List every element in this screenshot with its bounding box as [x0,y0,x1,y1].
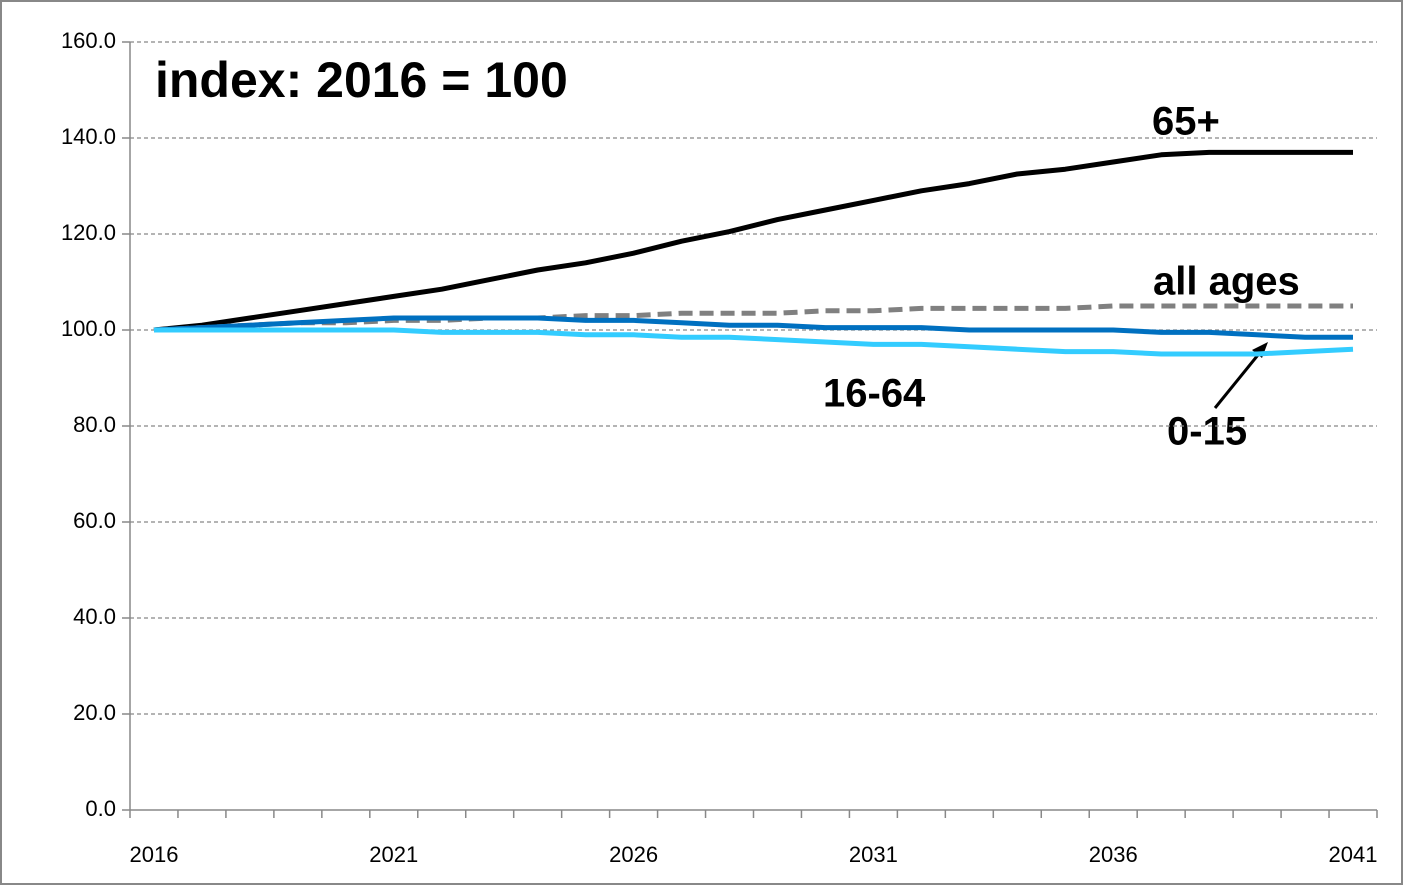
series-label: all ages [1153,260,1300,304]
series-label: 16-64 [823,372,926,416]
y-tick-label: 140.0 [61,124,116,149]
x-tick-label: 2041 [1329,842,1378,867]
series-label: 65+ [1152,100,1220,144]
x-tick-label: 2031 [849,842,898,867]
arrow-head [1252,342,1268,358]
y-tick-label: 80.0 [73,412,116,437]
y-tick-label: 60.0 [73,508,116,533]
series-line [153,149,1353,333]
y-tick-label: 40.0 [73,604,116,629]
y-tick-label: 100.0 [61,316,116,341]
series-line [154,327,1354,357]
series-line [153,315,1353,340]
series-label: 0-15 [1167,410,1247,454]
y-tick-label: 20.0 [73,700,116,725]
x-tick-label: 2016 [130,842,179,867]
x-tick-label: 2021 [369,842,418,867]
x-tick-label: 2036 [1089,842,1138,867]
x-tick-label: 2026 [609,842,658,867]
y-tick-label: 120.0 [61,220,116,245]
chart-title: index: 2016 = 100 [155,52,568,108]
y-tick-label: 160.0 [61,28,116,53]
arrow [1213,349,1264,409]
y-tick-label: 0.0 [85,796,116,821]
